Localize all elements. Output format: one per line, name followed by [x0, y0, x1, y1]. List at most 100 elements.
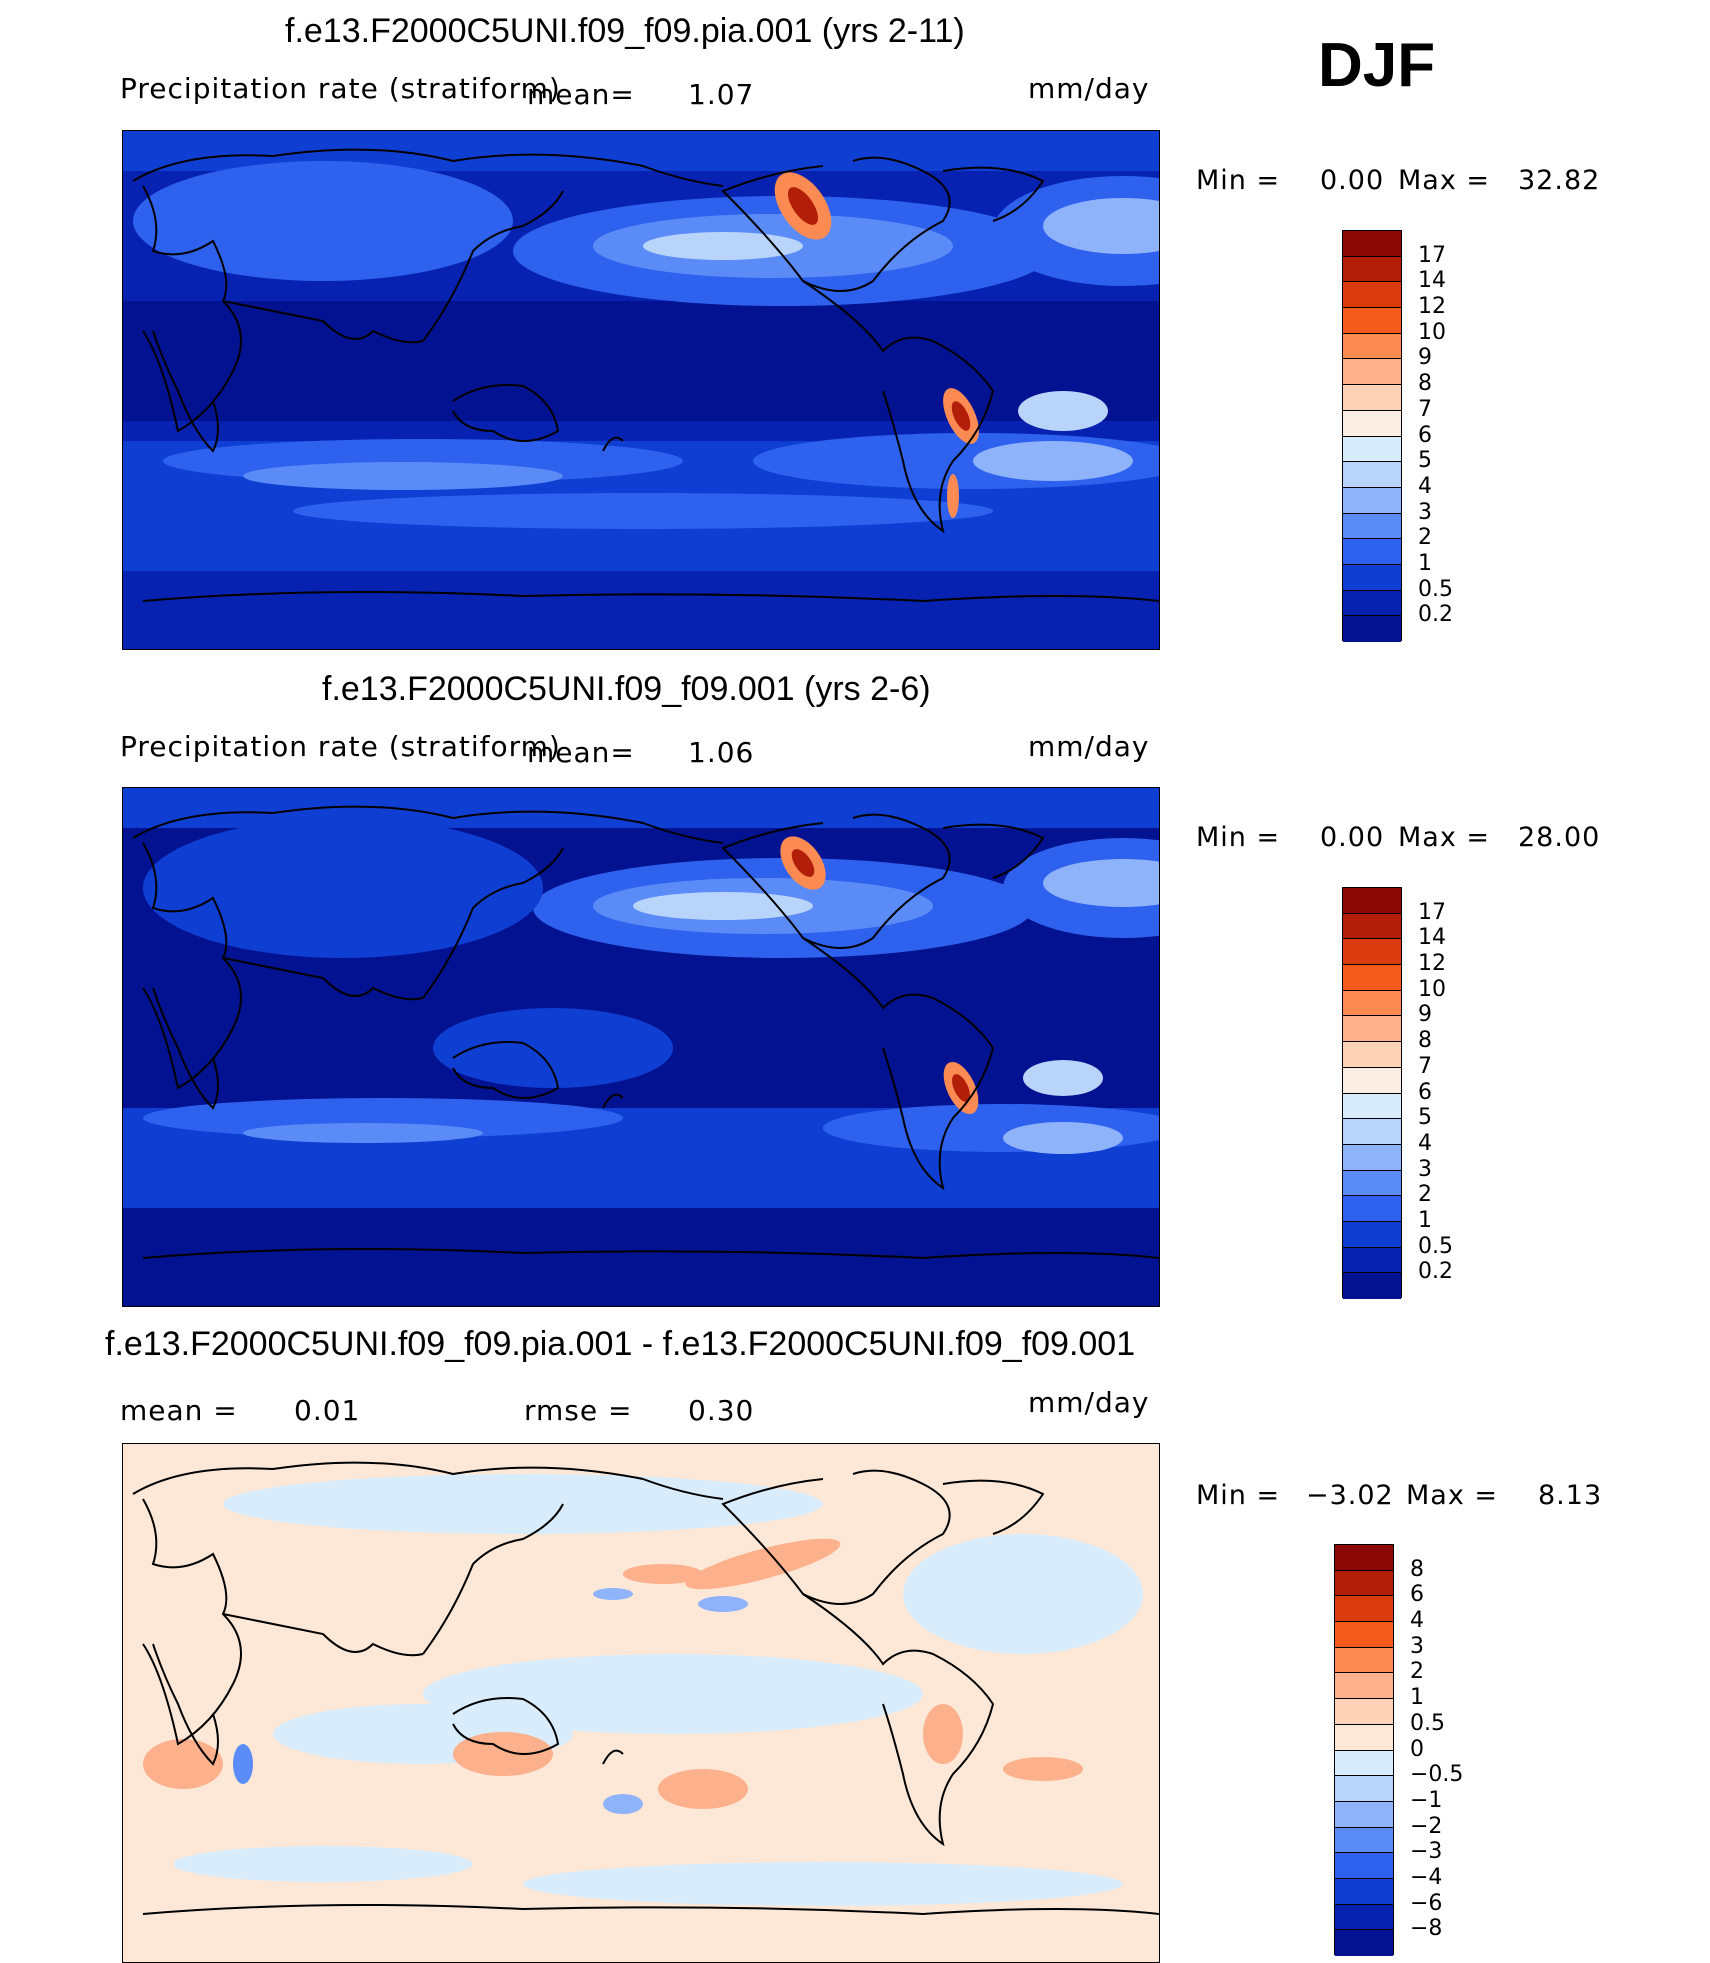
colorbar-swatch: [1335, 1904, 1393, 1931]
colorbar-tick-label: 4: [1410, 1608, 1424, 1634]
colorbar-tick-label: 3: [1418, 499, 1432, 525]
colorbar-swatch: [1343, 990, 1401, 1017]
colorbar-swatch: [1343, 1067, 1401, 1094]
colorbar-tick-label: 14: [1418, 925, 1446, 951]
colorbar-swatch: [1343, 385, 1401, 411]
colorbar-tick-label: 5: [1418, 1105, 1432, 1131]
colorbar-swatch: [1335, 1878, 1393, 1905]
colorbar-swatch: [1343, 513, 1401, 540]
colorbar-swatch: [1335, 1801, 1393, 1828]
colorbar-swatch: [1343, 1119, 1401, 1145]
panel1-max-label: Max =: [1398, 165, 1491, 196]
colorbar-swatch: [1343, 965, 1401, 991]
colorbar-swatch: [1335, 1622, 1393, 1648]
colorbar-swatch: [1335, 1699, 1393, 1725]
colorbar-tick-label: 0.5: [1418, 1233, 1453, 1259]
panel2-mean-label: mean=: [527, 736, 635, 769]
colorbar-tick-label: 0.2: [1418, 602, 1453, 628]
colorbar-swatch: [1335, 1596, 1393, 1623]
colorbar-tick-label: 2: [1418, 525, 1432, 551]
colorbar-swatch: [1343, 1042, 1401, 1068]
colorbar-tick-label: 1: [1410, 1685, 1424, 1711]
colorbar-tick-label: 9: [1418, 1002, 1432, 1028]
panel1-map: [122, 130, 1160, 650]
colorbar-tick-label: −3: [1410, 1839, 1443, 1865]
colorbar-tick-label: 0: [1410, 1736, 1424, 1762]
colorbar-swatch: [1343, 939, 1401, 966]
panel2-mean-value: 1.06: [688, 736, 755, 769]
colorbar-tick-label: −8: [1410, 1916, 1443, 1942]
colorbar-tick-label: 17: [1418, 242, 1446, 268]
panel1-variable: Precipitation rate (stratiform): [120, 72, 561, 105]
panel3-max-label: Max =: [1406, 1480, 1499, 1511]
colorbar-tick-label: 14: [1418, 268, 1446, 294]
panel1-mean-label: mean=: [527, 78, 635, 111]
panel3-colorbar: [1334, 1544, 1394, 1956]
colorbar-tick-label: 5: [1418, 448, 1432, 474]
panel2-colorbar-labels: 17 14 12 10 9 8 7 6 5 4 3 2 1 0.5 0.2: [1418, 887, 1518, 1298]
colorbar-swatch: [1335, 1673, 1393, 1700]
colorbar-tick-label: 2: [1410, 1659, 1424, 1685]
panel3-rmse-value: 0.30: [688, 1394, 755, 1427]
colorbar-swatch: [1343, 1144, 1401, 1171]
panel3-colorbar-labels: 8 6 4 3 2 1 0.5 0 −0.5 −1 −2 −3 −4 −6 −8: [1410, 1544, 1520, 1955]
panel1-max-value: 32.82: [1518, 165, 1601, 196]
colorbar-tick-label: −1: [1410, 1787, 1443, 1813]
panel2-units: mm/day: [1028, 730, 1150, 763]
colorbar-swatch: [1343, 256, 1401, 283]
panel2-min-label: Min =: [1196, 822, 1281, 853]
panel1-min-value: 0.00: [1320, 165, 1385, 196]
panel2-max-value: 28.00: [1518, 822, 1601, 853]
colorbar-swatch: [1343, 616, 1401, 642]
colorbar-tick-label: 4: [1418, 473, 1432, 499]
colorbar-tick-label: 10: [1418, 319, 1446, 345]
colorbar-tick-label: 17: [1418, 899, 1446, 925]
colorbar-tick-label: 7: [1418, 1053, 1432, 1079]
colorbar-swatch: [1335, 1827, 1393, 1854]
colorbar-swatch: [1335, 1724, 1393, 1751]
colorbar-swatch: [1343, 590, 1401, 617]
colorbar-swatch: [1343, 231, 1401, 257]
panel1-title: f.e13.F2000C5UNI.f09_f09.pia.001 (yrs 2-…: [285, 12, 965, 50]
colorbar-swatch: [1343, 308, 1401, 334]
colorbar-tick-label: 3: [1410, 1633, 1424, 1659]
colorbar-swatch: [1343, 1196, 1401, 1222]
colorbar-tick-label: 1: [1418, 550, 1432, 576]
colorbar-swatch: [1343, 1016, 1401, 1043]
colorbar-swatch: [1343, 282, 1401, 309]
colorbar-swatch: [1343, 888, 1401, 914]
colorbar-tick-label: 8: [1418, 371, 1432, 397]
panel1-colorbar: [1342, 230, 1402, 642]
colorbar-tick-label: 0.5: [1410, 1710, 1445, 1736]
colorbar-swatch: [1335, 1930, 1393, 1956]
panel1-mean-value: 1.07: [688, 78, 755, 111]
colorbar-swatch: [1343, 410, 1401, 437]
colorbar-tick-label: 0.2: [1418, 1259, 1453, 1285]
panel2-title: f.e13.F2000C5UNI.f09_f09.001 (yrs 2-6): [322, 670, 931, 708]
colorbar-tick-label: −2: [1410, 1813, 1443, 1839]
colorbar-tick-label: 7: [1418, 396, 1432, 422]
panel1-colorbar-labels: 17 14 12 10 9 8 7 6 5 4 3 2 1 0.5 0.2: [1418, 230, 1518, 641]
colorbar-swatch: [1343, 487, 1401, 514]
panel2-colorbar: [1342, 887, 1402, 1299]
colorbar-tick-label: 10: [1418, 976, 1446, 1002]
panel2-max-label: Max =: [1398, 822, 1491, 853]
panel2-map: [122, 787, 1160, 1307]
colorbar-swatch: [1343, 1247, 1401, 1274]
colorbar-tick-label: 12: [1418, 951, 1446, 977]
colorbar-swatch: [1343, 436, 1401, 463]
panel3-min-label: Min =: [1196, 1480, 1281, 1511]
colorbar-tick-label: 0.5: [1418, 576, 1453, 602]
colorbar-swatch: [1343, 1170, 1401, 1197]
panel3-mean-label: mean =: [120, 1394, 238, 1427]
colorbar-tick-label: −0.5: [1410, 1762, 1464, 1788]
panel3-rmse-label: rmse =: [524, 1394, 633, 1427]
panel2-min-value: 0.00: [1320, 822, 1385, 853]
colorbar-tick-label: 8: [1410, 1556, 1424, 1582]
colorbar-tick-label: 9: [1418, 345, 1432, 371]
season-label: DJF: [1318, 31, 1436, 100]
colorbar-swatch: [1335, 1776, 1393, 1802]
panel1-min-label: Min =: [1196, 165, 1281, 196]
colorbar-swatch: [1335, 1545, 1393, 1571]
colorbar-tick-label: 1: [1418, 1207, 1432, 1233]
